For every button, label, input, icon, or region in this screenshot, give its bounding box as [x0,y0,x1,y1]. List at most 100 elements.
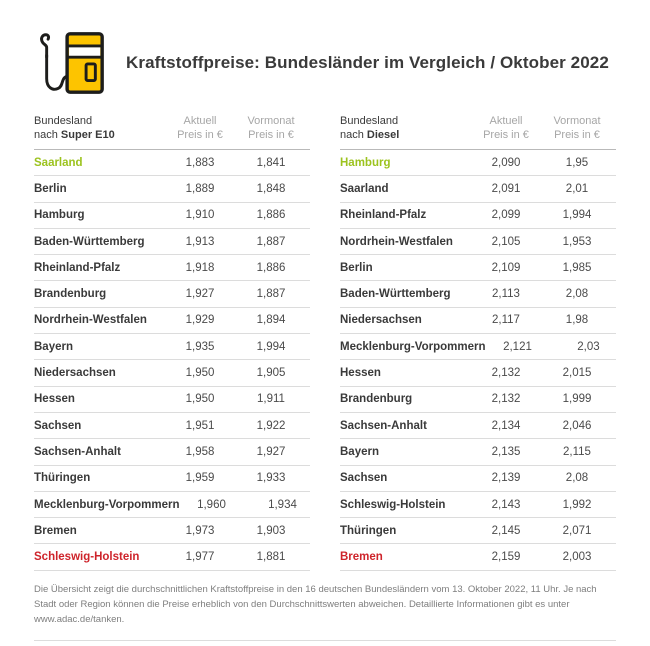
previous-price: 2,01 [565,182,589,195]
table-row: Niedersachsen 2,117 1,98 [340,308,616,335]
table-row: Bayern 1,935 1,994 [34,334,310,361]
previous-price: 1,953 [562,235,592,248]
column-header-bundesland: Bundesland nach Super E10 [34,115,115,141]
state-name: Bremen [340,551,383,564]
current-price: 1,959 [185,472,215,485]
table-row: Berlin 1,889 1,848 [34,176,310,203]
table-row: Berlin 2,109 1,985 [340,255,616,282]
current-price: 1,929 [185,314,215,327]
state-name: Niedersachsen [340,314,422,327]
state-name: Sachsen [34,419,82,432]
previous-price: 1,994 [562,209,592,222]
previous-price: 2,071 [562,524,592,537]
current-price: 1,927 [185,288,215,301]
previous-price: 1,903 [256,524,286,537]
current-price: 1,950 [185,367,215,380]
diesel-table: Bundesland nach Diesel Aktuell Preis in … [340,110,616,571]
state-name: Bayern [340,445,379,458]
current-price: 1,950 [185,393,215,406]
table-row: Hessen 1,950 1,911 [34,387,310,413]
previous-price: 1,933 [256,472,286,485]
state-name: Berlin [34,182,67,195]
previous-price: 1,95 [565,156,589,169]
state-name: Nordrhein-Westfalen [34,314,147,327]
table-row: Hamburg 1,910 1,886 [34,203,310,229]
page-title: Kraftstoffpreise: Bundesländer im Vergle… [126,53,609,72]
fuel-type-label: Diesel [366,129,400,141]
current-price: 2,099 [491,209,521,222]
state-name: Berlin [340,261,373,274]
current-price: 2,143 [491,498,521,511]
current-price: 1,889 [185,182,215,195]
column-header-vormonat: Vormonat Preis in € [553,115,601,141]
state-name: Mecklenburg-Vorpommern [34,498,180,511]
state-name: Bayern [34,340,73,353]
current-price: 2,159 [491,551,521,564]
previous-price: 1,886 [256,261,286,274]
table-row: Niedersachsen 1,950 1,905 [34,360,310,387]
state-name: Thüringen [34,472,91,485]
state-name: Schleswig-Holstein [34,551,140,564]
previous-price: 1,985 [562,261,592,274]
table-body: Hamburg 2,090 1,95 Saarland 2,091 2,01 Rheinla… [340,150,616,571]
previous-price: 1,98 [565,314,589,327]
table-row: Brandenburg 1,927 1,887 [34,281,310,308]
previous-price: 2,115 [563,445,591,458]
state-name: Nordrhein-Westfalen [340,235,453,248]
table-row: Mecklenburg-Vorpommern 2,121 2,03 [340,334,616,361]
table-row: Baden-Württemberg 2,113 2,08 [340,281,616,308]
previous-price: 1,881 [256,551,286,564]
table-row: Rheinland-Pfalz 2,099 1,994 [340,203,616,229]
state-name: Hessen [340,367,381,380]
table-row: Mecklenburg-Vorpommern 1,960 1,934 [34,492,310,519]
table-row: Saarland 1,883 1,841 [34,150,310,177]
table-row: Bayern 2,135 2,115 [340,439,616,466]
fuel-type-label: Super E10 [60,129,115,141]
table-row: Saarland 2,091 2,01 [340,176,616,203]
table-row: Rheinland-Pfalz 1,918 1,886 [34,255,310,282]
super-e10-table: Bundesland nach Super E10 Aktuell Preis … [34,110,310,571]
page-header: Kraftstoffpreise: Bundesländer im Vergle… [34,26,616,100]
tables-container: Bundesland nach Super E10 Aktuell Preis … [34,110,616,571]
previous-price: 1,922 [256,419,286,432]
current-price: 2,109 [491,261,521,274]
previous-price: 1,992 [562,498,592,511]
table-row: Nordrhein-Westfalen 1,929 1,894 [34,308,310,335]
current-price: 2,145 [491,524,521,537]
column-header-aktuell: Aktuell Preis in € [177,115,223,141]
previous-price: 1,999 [562,393,592,406]
previous-price: 1,887 [256,235,286,248]
previous-price: 1,848 [256,182,286,195]
table-row: Brandenburg 2,132 1,999 [340,387,616,413]
current-price: 1,973 [185,524,215,537]
previous-price: 1,911 [257,393,285,406]
previous-price: 2,08 [565,288,589,301]
previous-price: 1,994 [256,340,286,353]
table-row: Schleswig-Holstein 2,143 1,992 [340,492,616,519]
table-row: Sachsen 1,951 1,922 [34,413,310,440]
previous-price: 2,08 [565,472,589,485]
state-name: Sachsen-Anhalt [340,419,427,432]
table-header: Bundesland nach Super E10 Aktuell Preis … [34,110,310,150]
state-name: Baden-Württemberg [34,235,145,248]
state-name: Mecklenburg-Vorpommern [340,340,486,353]
current-price: 2,121 [503,340,532,353]
table-row: Bremen 1,973 1,903 [34,518,310,545]
previous-price: 1,905 [256,367,286,380]
previous-price: 2,015 [562,367,592,380]
fuel-pump-icon [40,32,104,94]
current-price: 1,883 [185,156,215,169]
current-price: 1,960 [197,498,226,511]
current-price: 2,134 [491,419,521,432]
current-price: 1,951 [185,419,215,432]
state-name: Saarland [340,182,389,195]
previous-price: 2,03 [577,340,600,353]
previous-price: 1,934 [268,498,297,511]
state-name: Bremen [34,524,77,537]
state-name: Brandenburg [340,393,413,406]
previous-price: 1,886 [256,209,286,222]
state-name: Sachsen-Anhalt [34,445,121,458]
current-price: 1,935 [185,340,215,353]
current-price: 2,113 [492,288,520,301]
table-row: Hessen 2,132 2,015 [340,360,616,387]
